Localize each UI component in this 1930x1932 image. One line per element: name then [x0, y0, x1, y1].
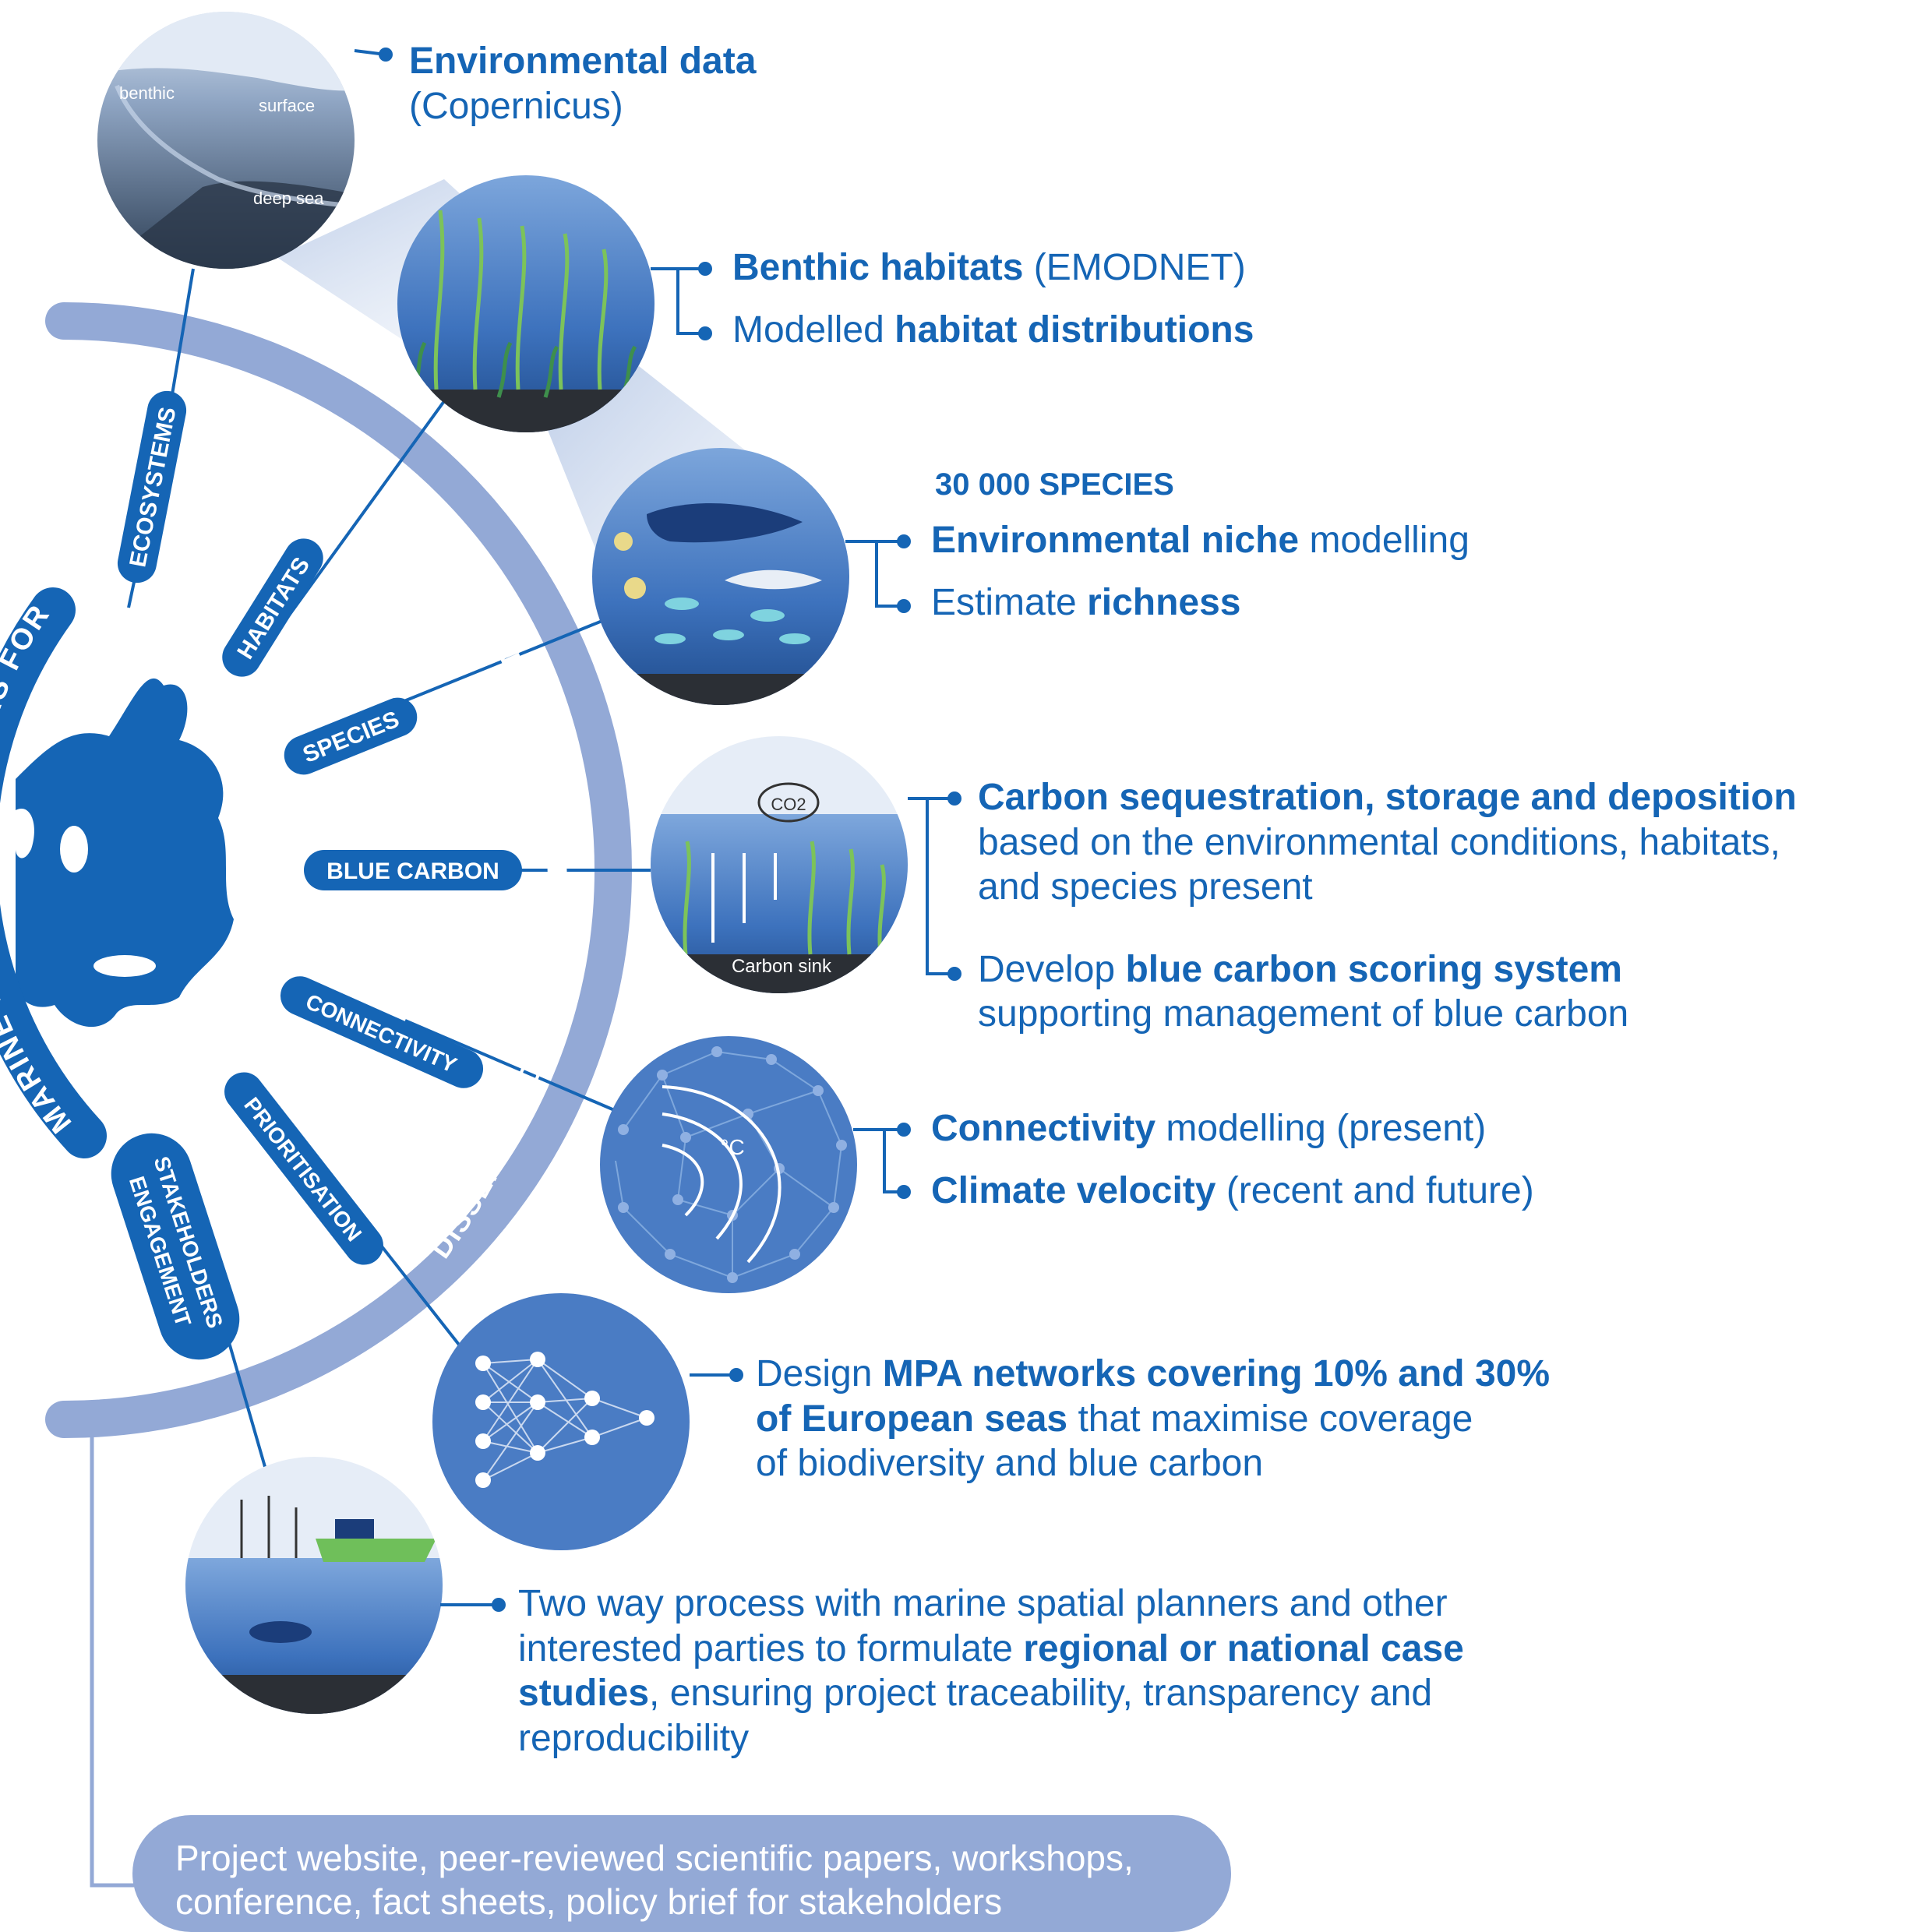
- carbon-line1: Carbon sequestration, storage and deposi…: [978, 777, 1797, 818]
- circle-label-co2: CO2: [771, 795, 806, 814]
- mpa-network-circle: [432, 1293, 690, 1550]
- environmental-circle: [97, 12, 355, 269]
- env-title-block: Environmental data (Copernicus): [409, 39, 756, 129]
- diver-icon: [249, 1621, 312, 1643]
- stakeholders-block: Two way process with marine spatial plan…: [518, 1581, 1464, 1761]
- footer-text: Project website, peer-reviewed scientifi…: [175, 1838, 1134, 1923]
- footer-connector: [90, 1419, 134, 1888]
- spoke-habitats: HABITATS: [222, 538, 323, 677]
- connect-line1-bold: Connectivity: [931, 1108, 1156, 1149]
- svg-text:BLUE CARBON: BLUE CARBON: [326, 858, 499, 884]
- spoke-connectivity: CONNECTIVITY: [280, 976, 484, 1088]
- circle-label-deep-sea: deep sea: [253, 189, 324, 208]
- mpa-line1: Design: [756, 1353, 883, 1394]
- habitat-line1: (EMODNET): [1023, 247, 1246, 288]
- species-block: Environmental niche modelling Estimate r…: [931, 518, 1470, 625]
- stake-line1: Two way process with marine spatial plan…: [518, 1583, 1448, 1624]
- connect-line2-bold: Climate velocity: [931, 1169, 1216, 1211]
- connector-dots: [379, 48, 961, 1612]
- spoke-prioritisation: PRIORITISATION: [224, 1072, 383, 1265]
- spoke-ecosystems: ECOSYSTEMS: [117, 390, 187, 583]
- spoke-species: SPECIES: [284, 697, 418, 775]
- shark-icon: [725, 569, 822, 590]
- footer-box: [132, 1815, 1231, 1932]
- carbon-line3: and species present: [978, 866, 1313, 908]
- svg-text:PRIORITISATION: PRIORITISATION: [239, 1093, 366, 1246]
- stake-line3: , ensuring project traceability, transpa…: [649, 1673, 1433, 1715]
- connect-line2: (recent and future): [1216, 1169, 1534, 1211]
- circle-label-carbon-sink: Carbon sink: [732, 956, 832, 977]
- carbon-line4-bold: blue carbon scoring system: [1125, 948, 1622, 990]
- circle-label-deg-c: °C: [720, 1135, 744, 1159]
- mpa-line1-bold: MPA networks covering 10% and 30%: [882, 1353, 1551, 1394]
- carbon-line4: Develop: [978, 948, 1126, 990]
- mpa-block: Design MPA networks covering 10% and 30%…: [756, 1352, 1550, 1486]
- jellyfish-icon: [614, 532, 646, 599]
- mpa-line2: that maximise coverage: [1067, 1398, 1473, 1440]
- circle-label-surface: surface: [259, 96, 315, 115]
- carbon-block: Carbon sequestration, storage and deposi…: [978, 775, 1797, 1037]
- spoke-blue-carbon: BLUE CARBON: [304, 850, 522, 890]
- stake-line3-bold: studies: [518, 1673, 650, 1715]
- stakeholders-circle: [185, 1457, 443, 1714]
- europe-map: [16, 678, 234, 1028]
- species-line2-bold: richness: [1087, 581, 1241, 623]
- connectivity-circle: [600, 1036, 857, 1293]
- connect-line1: modelling (present): [1156, 1108, 1487, 1149]
- env-title: Environmental data: [409, 41, 757, 82]
- carbon-line5: supporting management of blue carbon: [978, 993, 1629, 1035]
- habitat-line2: Modelled: [732, 308, 895, 351]
- species-count: 30 000 SPECIES: [935, 467, 1174, 502]
- circle-label-benthic: benthic: [119, 83, 175, 103]
- env-sub: (Copernicus): [409, 85, 623, 127]
- mpa-line3: of biodiversity and blue carbon: [756, 1443, 1264, 1485]
- mpa-band: [0, 587, 107, 1158]
- connectivity-block: Connectivity modelling (present) Climate…: [931, 1106, 1534, 1213]
- carbon-line2: based on the environmental conditions, h…: [978, 821, 1781, 863]
- habitat-line2-bold: habitat distributions: [894, 308, 1254, 351]
- whale-icon: [647, 503, 803, 543]
- habitat-line1-bold: Benthic habitats: [732, 247, 1024, 288]
- boat-icon: [316, 1539, 436, 1562]
- spoke-stakeholders: STAKEHOLDERS ENGAGEMENT: [111, 1133, 240, 1360]
- habitat-block: Benthic habitats (EMODNET) Modelled habi…: [732, 245, 1254, 352]
- species-line2: Estimate: [931, 581, 1088, 623]
- wind-turbine-icon: [240, 1496, 298, 1558]
- stake-line2-bold: regional or national case: [1023, 1627, 1464, 1669]
- species-line1: modelling: [1299, 520, 1470, 561]
- stake-line2: interested parties to formulate: [518, 1627, 1024, 1669]
- mpa-line2-bold: of European seas: [756, 1398, 1068, 1440]
- fish-icon: [655, 598, 810, 644]
- stake-line4: reproducibility: [518, 1717, 750, 1759]
- species-line1-bold: Environmental niche: [931, 520, 1300, 561]
